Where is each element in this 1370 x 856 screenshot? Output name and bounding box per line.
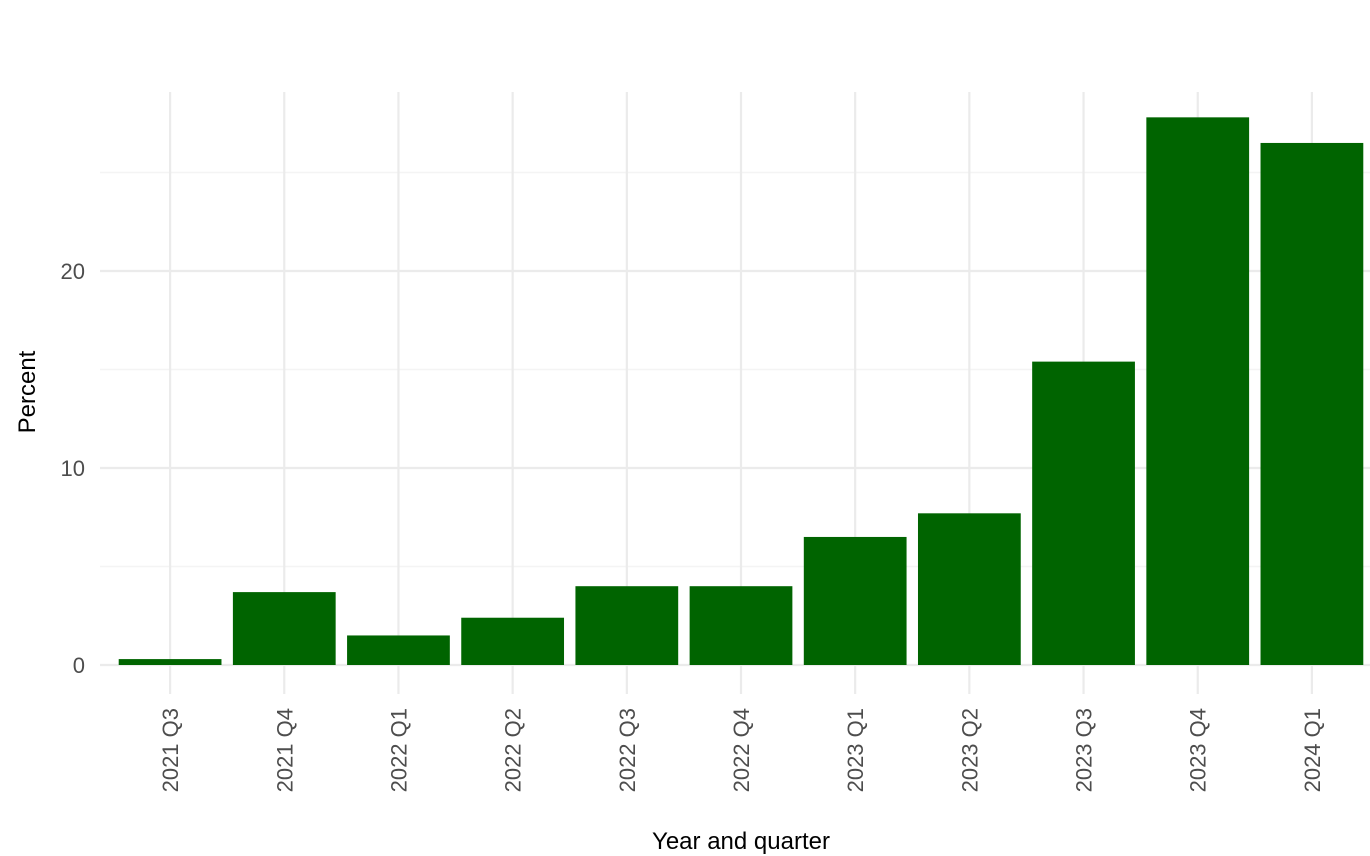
x-tick-label: 2022 Q2 (501, 708, 526, 792)
x-tick-label: 2023 Q1 (843, 708, 868, 792)
x-tick-label: 2024 Q1 (1300, 708, 1325, 792)
bar (1032, 361, 1135, 665)
bar (803, 536, 907, 665)
bar (118, 659, 222, 665)
bar (917, 513, 1021, 665)
y-tick-label: 0 (73, 653, 85, 678)
x-tick-label: 2023 Q2 (957, 708, 982, 792)
x-tick-label: 2022 Q1 (386, 708, 411, 792)
bar (347, 635, 450, 665)
x-tick-label: 2021 Q3 (158, 708, 183, 792)
y-tick-label: 20 (61, 259, 85, 284)
x-axis-title: Year and quarter (652, 828, 830, 855)
x-tick-label: 2022 Q4 (729, 708, 754, 792)
x-tick-label: 2023 Q4 (1186, 708, 1211, 792)
x-tick-label: 2021 Q4 (272, 708, 297, 792)
bar (1146, 117, 1250, 666)
x-tick-label: 2023 Q3 (1072, 708, 1097, 792)
x-axis-ticks: 2021 Q3 2021 Q4 2022 Q1 2022 Q2 2022 Q3 2022 … (158, 708, 1325, 792)
y-axis-title: Percent (14, 350, 41, 433)
bar (232, 592, 336, 665)
bars (118, 117, 1364, 666)
y-axis-ticks: 0 10 20 (61, 259, 85, 678)
bar (461, 617, 565, 665)
bar (575, 586, 679, 665)
y-tick-label: 10 (61, 456, 85, 481)
bar (1260, 142, 1364, 665)
bar (689, 586, 793, 665)
x-tick-label: 2022 Q3 (615, 708, 640, 792)
